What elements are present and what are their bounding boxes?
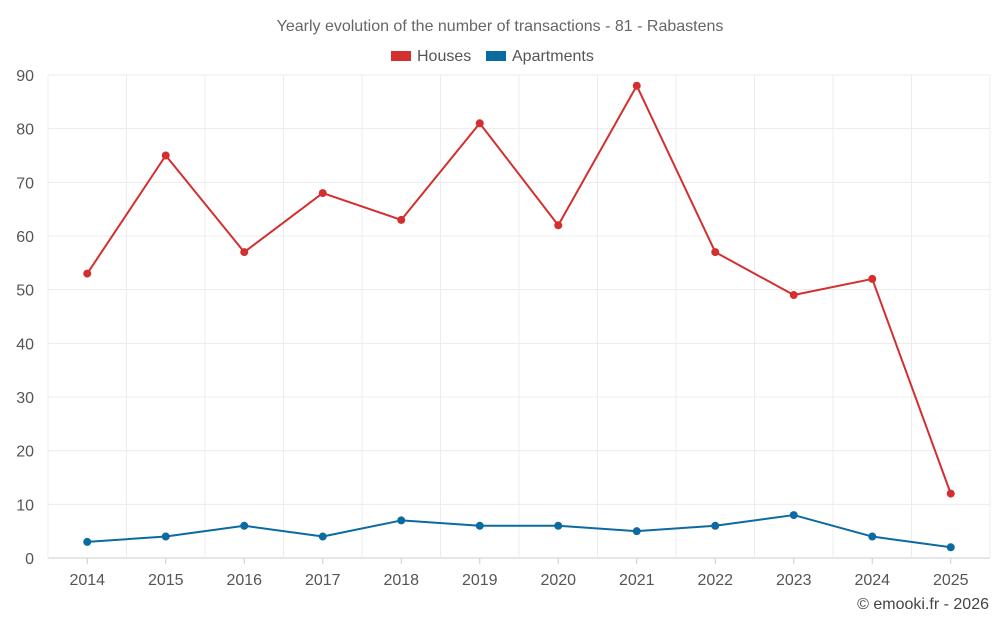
- y-tick-label: 10: [16, 497, 34, 514]
- data-point-houses: [318, 189, 327, 198]
- legend-label-apartments: Apartments: [512, 48, 594, 65]
- data-point-apartments: [868, 532, 877, 541]
- grid: [47, 74, 991, 559]
- data-point-houses: [83, 269, 92, 278]
- data-point-apartments: [554, 521, 563, 530]
- series: [83, 81, 955, 552]
- x-tick-label: 2024: [854, 572, 890, 589]
- x-tick-label: 2022: [697, 572, 733, 589]
- data-point-houses: [475, 119, 484, 128]
- x-tick-label: 2015: [148, 572, 184, 589]
- data-point-houses: [868, 274, 877, 283]
- axes: 0 10 20 30 40 50 60 70 80 90 2014 2015 2016 2017 2018 2…: [16, 68, 968, 589]
- y-tick-label: 50: [16, 283, 34, 300]
- credit-text: © emooki.fr - 2026: [857, 596, 989, 613]
- legend-label-houses: Houses: [417, 48, 471, 65]
- x-tick-label: 2021: [619, 572, 655, 589]
- data-point-apartments: [318, 532, 327, 541]
- x-tick-label: 2019: [462, 572, 498, 589]
- y-tick-label: 30: [16, 390, 34, 407]
- y-tick-label: 60: [16, 229, 34, 246]
- data-point-houses: [554, 221, 563, 230]
- chart-title: Yearly evolution of the number of transa…: [277, 18, 724, 35]
- data-point-apartments: [789, 511, 798, 520]
- legend: Houses Apartments: [391, 48, 594, 65]
- legend-swatch-apartments: [486, 51, 506, 61]
- y-tick-label: 70: [16, 175, 34, 192]
- x-tick-label: 2014: [69, 572, 105, 589]
- y-tick-label: 40: [16, 336, 34, 353]
- data-point-houses: [161, 151, 170, 160]
- data-point-houses: [711, 248, 720, 257]
- data-point-apartments: [240, 521, 249, 530]
- data-point-apartments: [946, 543, 955, 552]
- y-tick-label: 0: [25, 551, 34, 568]
- x-tick-label: 2016: [226, 572, 262, 589]
- x-tick-label: 2020: [540, 572, 576, 589]
- x-tick-label: 2017: [305, 572, 341, 589]
- data-point-apartments: [632, 527, 641, 536]
- series-houses: [83, 81, 955, 498]
- series-line-apartments: [87, 514, 951, 549]
- y-tick-label: 20: [16, 444, 34, 461]
- legend-swatch-houses: [391, 51, 411, 61]
- data-point-houses: [632, 81, 641, 90]
- x-tick-label: 2025: [933, 572, 969, 589]
- data-point-apartments: [83, 537, 92, 546]
- data-point-houses: [946, 489, 955, 498]
- y-tick-label: 90: [16, 68, 34, 85]
- data-point-houses: [789, 291, 798, 300]
- data-point-houses: [397, 215, 406, 224]
- data-point-apartments: [475, 521, 484, 530]
- y-tick-label: 80: [16, 122, 34, 139]
- series-line-houses: [86, 84, 952, 494]
- x-tick-label: 2018: [383, 572, 419, 589]
- x-tick-label: 2023: [776, 572, 812, 589]
- data-point-houses: [240, 248, 249, 257]
- data-point-apartments: [161, 532, 170, 541]
- data-point-apartments: [711, 521, 720, 530]
- data-point-apartments: [397, 516, 406, 525]
- series-apartments: [83, 511, 955, 552]
